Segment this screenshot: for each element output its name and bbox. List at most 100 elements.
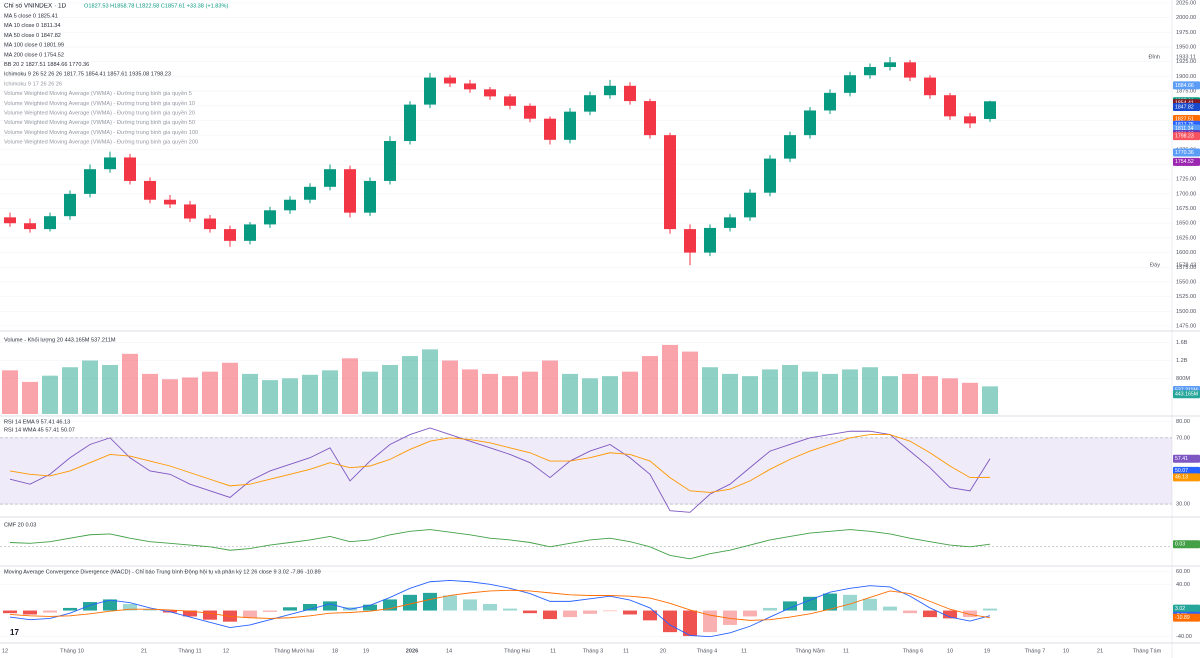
candle-body	[284, 199, 296, 211]
line-series	[9, 579, 991, 638]
y-tick-label: 1650.00	[1176, 221, 1196, 227]
candle-body	[584, 95, 596, 112]
legend-line: Ichimoku 9 26 52 26 26 1817.75 1854.41 1…	[4, 72, 171, 78]
candle-body	[124, 157, 136, 181]
macd-histogram-bar	[443, 595, 457, 611]
volume-bar	[422, 349, 438, 414]
volume-bar	[122, 353, 138, 414]
value-box	[1173, 613, 1200, 622]
legend-line: Ichimoku 9 17 26 26 26	[4, 81, 62, 87]
x-tick-label: Tháng 4	[697, 648, 718, 654]
volume-bar	[542, 360, 558, 414]
legend-line: MA 50 close 0 1847.82	[4, 33, 61, 39]
candle-body	[544, 118, 556, 140]
volume-bar	[622, 371, 638, 414]
candle-body	[784, 135, 796, 159]
legend-line: MA 100 close 0 1801.99	[4, 43, 64, 49]
candle-body	[804, 110, 816, 136]
candle-body	[604, 85, 616, 96]
value-box-label: 50.07	[1175, 468, 1188, 474]
candle-body	[924, 77, 936, 96]
volume-bar	[842, 369, 858, 414]
candle-body	[564, 111, 576, 140]
value-box	[1173, 540, 1200, 549]
macd-histogram-bar	[643, 610, 657, 621]
macd-histogram-bar	[803, 596, 817, 611]
macd-histogram-bar	[83, 602, 97, 611]
y-tick-label: 1600.00	[1176, 250, 1196, 256]
candle-body	[684, 229, 696, 253]
value-box	[1173, 81, 1200, 90]
value-box-label: 1847.82	[1175, 104, 1194, 110]
x-tick-label: 12	[223, 648, 229, 654]
x-tick-label: Tháng 3	[583, 648, 604, 654]
volume-bar	[262, 380, 278, 414]
candle-body	[764, 158, 776, 193]
x-tick-label: 10	[947, 648, 953, 654]
legend-line: CMF 20 0.03	[4, 522, 36, 528]
candle-body	[64, 193, 76, 217]
logo: 17	[10, 628, 19, 637]
macd-histogram-bar	[723, 610, 737, 625]
candle-body	[424, 77, 436, 105]
legend-line: MA 10 close 0 1811.34	[4, 23, 61, 29]
candle-body	[384, 141, 396, 181]
value-box	[1173, 473, 1200, 482]
x-tick-label: Tháng 11	[178, 648, 201, 654]
legend-line: BB 20 2 1827.51 1884.66 1770.36	[4, 62, 89, 68]
y-tick-label: 1625.00	[1176, 235, 1196, 241]
candle-body	[144, 180, 156, 200]
volume-bar	[442, 360, 458, 414]
trough-value: 1578.43	[1176, 263, 1196, 269]
y-tick-label: 1725.00	[1176, 177, 1196, 183]
value-box	[1173, 604, 1200, 613]
volume-bar	[182, 377, 198, 414]
volume-bar	[902, 373, 918, 414]
macd-histogram-bar	[43, 610, 57, 613]
y-tick-label: 40.00	[1176, 582, 1190, 588]
macd-histogram-bar	[143, 609, 157, 611]
candle-body	[104, 157, 116, 170]
y-tick-label: 1500.00	[1176, 309, 1196, 315]
volume-bar	[482, 373, 498, 414]
volume-bar	[362, 371, 378, 414]
macd-histogram-bar	[3, 610, 17, 614]
x-tick-label: 21	[1097, 648, 1103, 654]
macd-histogram-bar	[523, 610, 537, 614]
value-box	[1173, 390, 1200, 399]
candle-body	[224, 229, 236, 241]
candle-body	[964, 116, 976, 124]
x-tick-label: 14	[446, 648, 452, 654]
macd-histogram-bar	[963, 610, 977, 618]
value-box	[1173, 103, 1200, 112]
y-tick-label: 2000.00	[1176, 15, 1196, 21]
legend-line: Volume Weighted Moving Average (VWMA) - …	[4, 110, 195, 116]
candle-body	[704, 227, 716, 253]
value-box-label: 1770.36	[1175, 150, 1194, 156]
y-tick-label: 60.00	[1176, 569, 1190, 575]
line-series	[9, 589, 991, 621]
macd-histogram-bar	[743, 610, 757, 617]
macd-histogram-bar	[843, 594, 857, 611]
x-tick-label: 10	[1063, 648, 1069, 654]
volume-bar	[462, 369, 478, 414]
y-tick-label: 1975.00	[1176, 30, 1196, 36]
volume-bar	[862, 367, 878, 414]
volume-bar	[802, 371, 818, 414]
candle-body	[264, 210, 276, 225]
y-tick-label: 1675.00	[1176, 206, 1196, 212]
x-tick-label: 19	[984, 648, 990, 654]
x-tick-label: 19	[363, 648, 369, 654]
macd-histogram-bar	[903, 610, 917, 614]
volume-bar	[142, 373, 158, 414]
volume-bar	[242, 373, 258, 414]
volume-bar	[582, 378, 598, 414]
volume-bar	[62, 367, 78, 414]
y-tick-label: 1575.00	[1176, 265, 1196, 271]
macd-histogram-bar	[463, 599, 477, 611]
peak-value: 1933.11	[1176, 54, 1196, 60]
legend-line: MA 200 close 0 1754.52	[4, 52, 64, 58]
candle-body	[44, 216, 56, 230]
candle-body	[344, 169, 356, 213]
volume-bar	[162, 379, 178, 414]
